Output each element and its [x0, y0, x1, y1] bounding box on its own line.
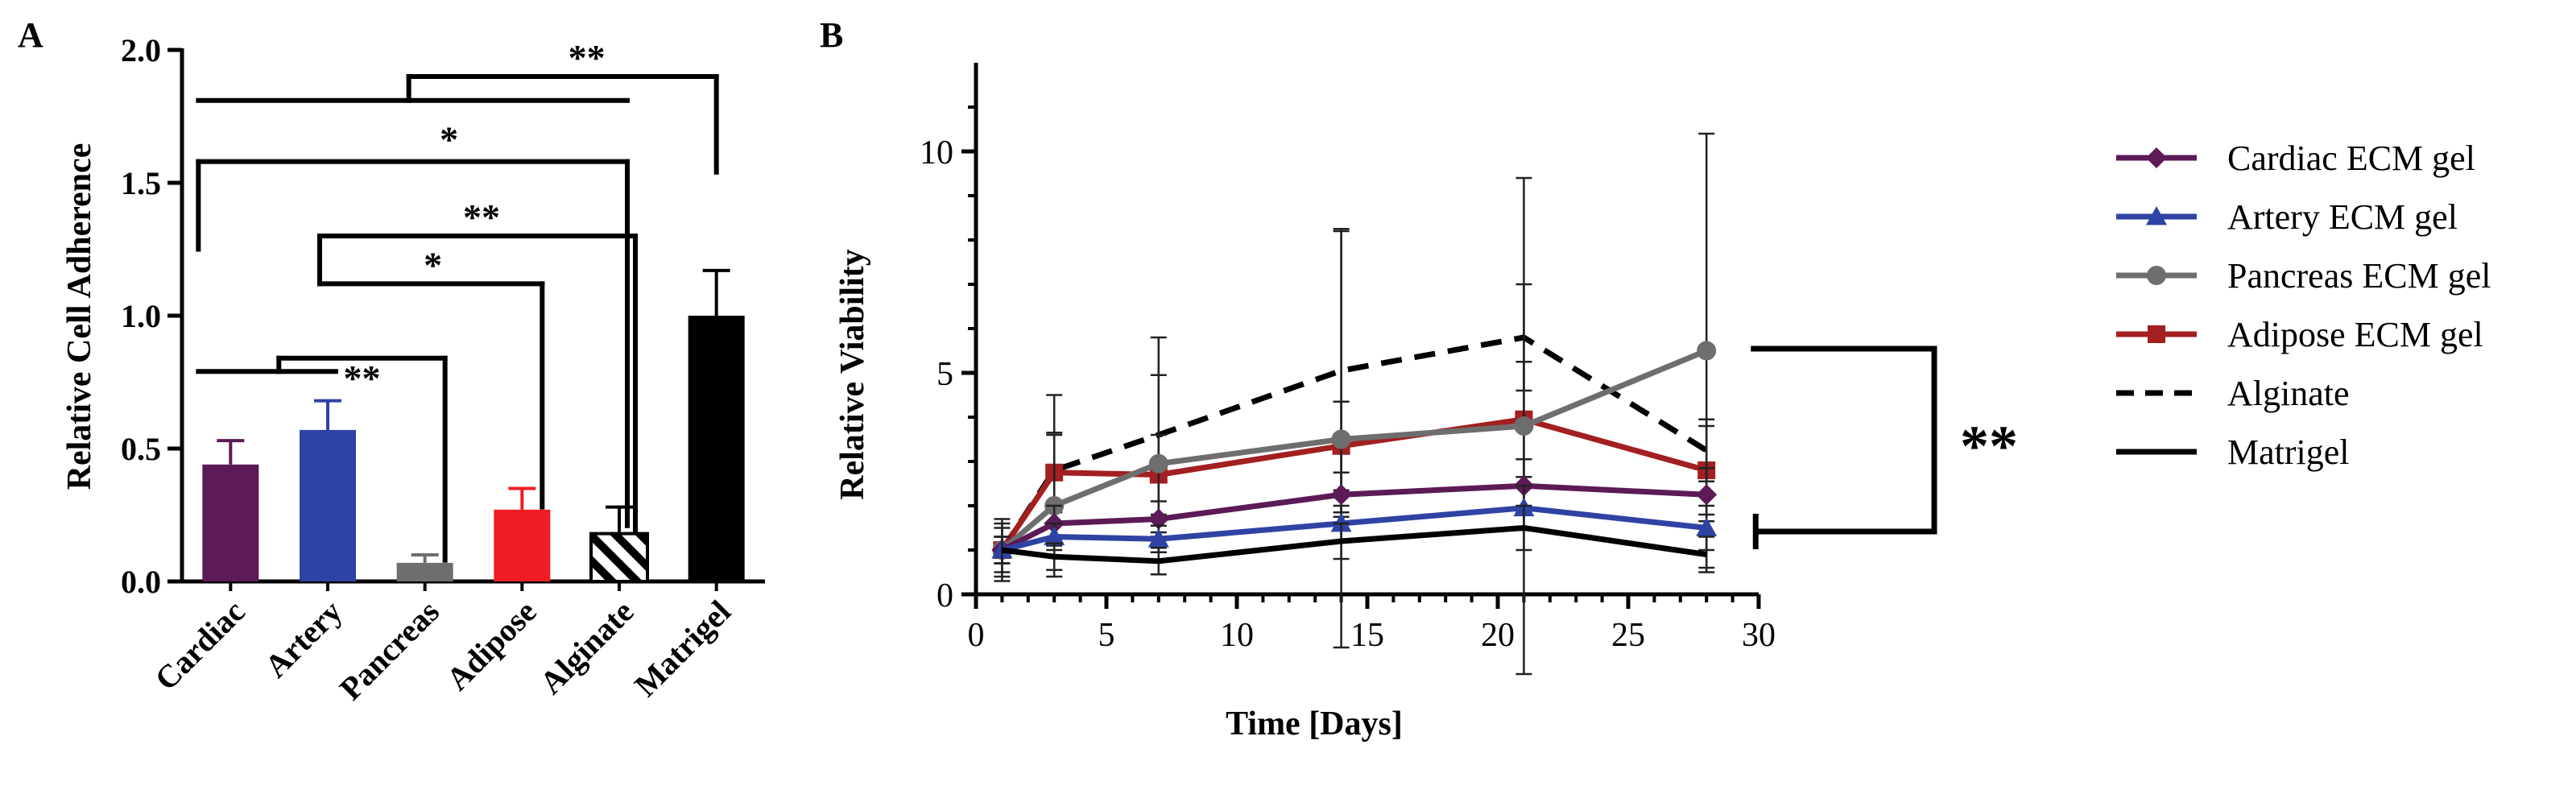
- panel-b-point-cardiac-ecm-gel: [1696, 484, 1718, 506]
- legend-label-adipose-ecm-gel: Adipose ECM gel: [2227, 315, 2483, 354]
- panel-b-point-pancreas-ecm-gel: [1514, 416, 1534, 436]
- panel-b-significance-label: **: [1960, 414, 2018, 478]
- panel-b-point-cardiac-ecm-gel: [1330, 484, 1352, 506]
- panel-a-y-tick-label: 0.0: [121, 564, 161, 600]
- panel-b-line-adipose-ecm-gel: [999, 416, 1708, 552]
- legend-label-matrigel: Matrigel: [2227, 432, 2350, 472]
- panel-b-line-chart: B Relative Viability Time [Days] 0 5 10 0 5 1…: [820, 15, 2491, 743]
- panel-b-x-tick-label: 25: [1611, 617, 1645, 654]
- panel-a-x-tick-label: Alginate: [532, 594, 640, 701]
- panel-b-point-pancreas-ecm-gel: [1331, 429, 1351, 449]
- panel-a-bar-pancreas: [396, 562, 453, 581]
- panel-b-legend: Cardiac ECM gel Artery ECM gel Pancreas EC…: [2116, 139, 2491, 472]
- panel-b-series-artery-ecm-gel: [991, 485, 1718, 565]
- panel-a-y-axis-label: Relative Cell Adherence: [61, 143, 98, 490]
- panel-a-y-tick-label: 2.0: [121, 32, 161, 68]
- legend-marker-adipose-ecm-gel: [2148, 325, 2165, 343]
- panel-b-label: B: [820, 15, 843, 55]
- panel-b-point-pancreas-ecm-gel: [1697, 341, 1717, 361]
- legend-label-alginate: Alginate: [2227, 374, 2350, 413]
- panel-b-line-artery-ecm-gel: [1001, 505, 1707, 553]
- panel-b-line-pancreas-ecm-gel: [1000, 348, 1708, 552]
- panel-a-bar-cardiac: [202, 464, 259, 581]
- panel-a-y-tick-label: 1.0: [121, 298, 161, 334]
- panel-b-y-axis-label: Relative Viability: [834, 249, 871, 499]
- panel-a-significance-label: *: [440, 119, 458, 160]
- panel-a-significance-label: **: [569, 37, 606, 78]
- panel-b-x-tick-label: 0: [968, 617, 985, 654]
- panel-b-point-artery-ecm-gel: [1044, 526, 1065, 545]
- legend-label-pancreas-ecm-gel: Pancreas ECM gel: [2227, 256, 2491, 296]
- panel-a-significance-label: **: [344, 358, 381, 399]
- panel-b-point-artery-ecm-gel: [1696, 517, 1718, 536]
- panel-a-y-tick-label: 0.5: [121, 431, 161, 467]
- panel-b-series: [991, 132, 1718, 676]
- panel-b-y-tick-label: 5: [937, 356, 953, 393]
- panel-b-y-tick-label: 10: [920, 134, 953, 172]
- panel-b-x-tick-label: 15: [1350, 617, 1384, 654]
- panel-a-significance-label: *: [424, 244, 442, 285]
- panel-b-significance-bracket-line: [1751, 345, 1937, 535]
- panel-a-significance-label: **: [463, 196, 500, 238]
- legend-marker-pancreas-ecm-gel: [2147, 266, 2166, 285]
- panel-a-x-tick-label: Pancreas: [333, 594, 446, 707]
- legend-label-cardiac-ecm-gel: Cardiac ECM gel: [2227, 139, 2475, 178]
- panel-a-x-tick-label: Artery: [258, 594, 349, 685]
- panel-b-point-artery-ecm-gel: [1330, 513, 1352, 532]
- panel-b-series-alginate: [994, 228, 1715, 582]
- panel-b-x-tick-label: 10: [1220, 617, 1254, 654]
- panel-b-point-cardiac-ecm-gel: [1147, 508, 1169, 530]
- legend-label-artery-ecm-gel: Artery ECM gel: [2227, 197, 2458, 237]
- panel-a-x-tick-label: Matrigel: [627, 594, 738, 704]
- panel-a-label: A: [18, 15, 43, 55]
- panel-b-point-pancreas-ecm-gel: [1148, 453, 1168, 474]
- panel-b-x-axis-label: Time [Days]: [1226, 705, 1403, 743]
- panel-a-bar-chart: A Relative Cell Adherence 0.0 0.5 1.0 1.5 2.…: [18, 15, 765, 707]
- panel-b-x-tick-label: 5: [1098, 617, 1115, 654]
- panel-a-bars: [202, 268, 745, 583]
- panel-b-line-matrigel: [1001, 525, 1707, 565]
- panel-a-x-tick-label: Adipose: [439, 594, 543, 697]
- panel-b-point-artery-ecm-gel: [1147, 528, 1169, 548]
- panel-b-significance-bracket: **: [1751, 345, 2018, 549]
- panel-b-line-cardiac-ecm-gel: [1000, 482, 1707, 553]
- panel-b-series-matrigel: [994, 504, 1715, 576]
- panel-b-x-tick-label: 30: [1742, 617, 1776, 654]
- panel-b-y-tick-label: 0: [937, 577, 953, 614]
- panel-a-bar-matrigel: [688, 316, 745, 581]
- panel-a-bar-artery: [300, 429, 356, 581]
- panel-a-bar-alginate: [589, 532, 649, 583]
- legend-marker-cardiac-ecm-gel: [2146, 147, 2167, 168]
- panel-a-significance-brackets: ********: [196, 37, 719, 563]
- panel-a-x-tick-label: Cardiac: [147, 594, 251, 697]
- legend-marker-artery-ecm-gel: [2146, 206, 2167, 225]
- panel-a-y-tick-label: 1.5: [121, 165, 161, 201]
- panel-b-x-tick-label: 20: [1481, 617, 1515, 654]
- panel-b-axes: 0 5 10 0 5 10 15 20 25 30: [920, 63, 1776, 654]
- panel-a-bar-adipose: [494, 509, 551, 581]
